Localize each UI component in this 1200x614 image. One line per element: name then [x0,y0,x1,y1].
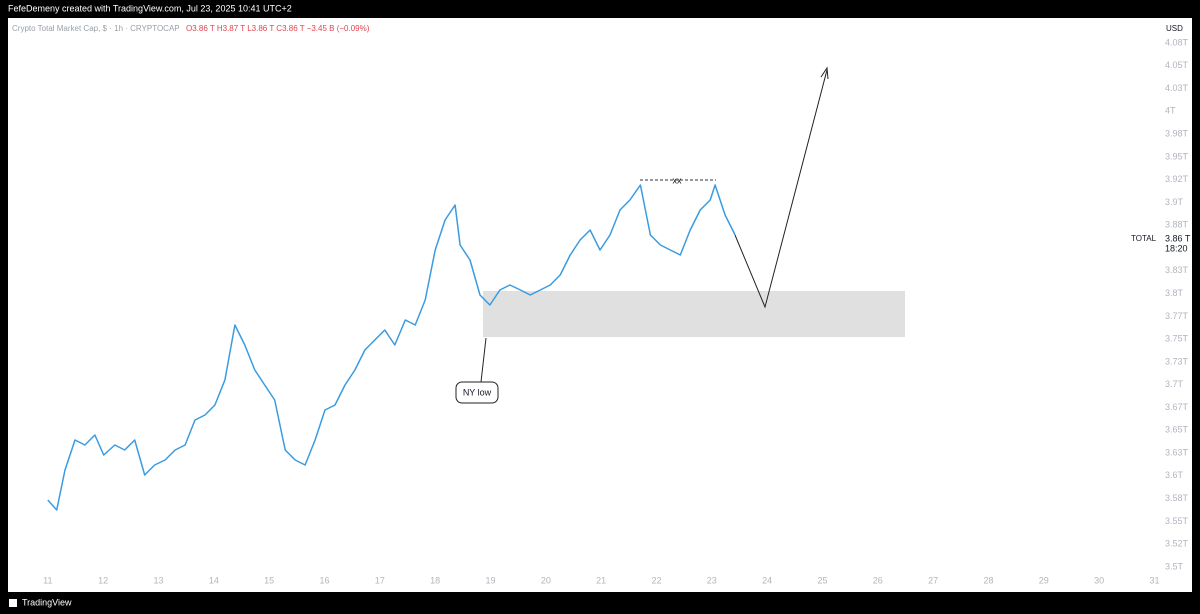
y-tick-label: 3.98T [1165,129,1189,139]
x-tick-label: 23 [707,575,717,585]
x-tick-label: 24 [762,575,772,585]
y-tick-label: 3.9T [1165,197,1184,207]
y-tick-label: 3.83T [1165,265,1189,275]
currency: USD [1166,24,1183,33]
x-tick-label: 30 [1094,575,1104,585]
y-tick-label: 4.08T [1165,37,1189,47]
x-tick-label: 20 [541,575,551,585]
x-tick-label: 31 [1149,575,1159,585]
y-tick-label: 4.05T [1165,60,1189,70]
last-price: 3.86 T [1165,233,1191,243]
x-tick-label: 25 [817,575,827,585]
x-tick-label: 28 [983,575,993,585]
y-tick-label: 3.52T [1165,539,1189,549]
x-tick-label: 15 [264,575,274,585]
symbol-label: TOTAL [1131,234,1157,243]
projection-arrow [734,69,828,309]
x-tick-label: 27 [928,575,938,585]
x-tick-label: 18 [430,575,440,585]
footer: TradingView [22,597,72,607]
x-tick-label: 26 [873,575,883,585]
y-tick-label: 3.5T [1165,561,1184,571]
annotation: NY low [463,387,492,397]
x-tick-label: 22 [651,575,661,585]
callout-line [480,337,487,383]
price-line [47,184,736,511]
y-tick-label: 3.75T [1165,334,1189,344]
y-tick-label: 3.67T [1165,402,1189,412]
y-tick-label: 4.03T [1165,83,1189,93]
y-tick-label: 3.7T [1165,379,1184,389]
x-tick-label: 12 [98,575,108,585]
logo [9,599,17,607]
countdown: 18:20 [1165,243,1188,253]
legend-name: Crypto Total Market Cap, $ · 1h · CRYPTO… [12,24,180,33]
x-tick-label: 29 [1039,575,1049,585]
y-tick-label: 3.55T [1165,516,1189,526]
legend-ohlc: O3.86 T H3.87 T L3.86 T C3.86 T −3.45 B … [186,24,370,33]
x-tick-label: 11 [43,575,52,585]
x-tick-label: 16 [319,575,329,585]
y-tick-label: 3.8T [1165,288,1184,298]
header: FefeDemeny created with TradingView.com,… [8,3,292,13]
y-tick-label: 3.77T [1165,311,1189,321]
zone-box [483,291,905,337]
y-tick-label: 3.58T [1165,493,1189,503]
y-tick-label: 3.73T [1165,356,1189,366]
x-tick-label: 13 [153,575,163,585]
y-tick-label: 3.88T [1165,220,1189,230]
x-tick-label: 19 [485,575,495,585]
y-tick-label: 4T [1165,106,1176,116]
x-tick-label: 21 [596,575,606,585]
arrow-head [820,66,829,80]
x-tick-label: 14 [209,575,219,585]
callout-box [455,381,499,404]
annotation: xx [673,175,683,185]
y-tick-label: 3.92T [1165,174,1189,184]
x-tick-label: 17 [375,575,385,585]
y-tick-label: 3.95T [1165,151,1189,161]
y-tick-label: 3.63T [1165,447,1189,457]
y-tick-label: 3.6T [1165,470,1184,480]
y-tick-label: 3.65T [1165,425,1189,435]
